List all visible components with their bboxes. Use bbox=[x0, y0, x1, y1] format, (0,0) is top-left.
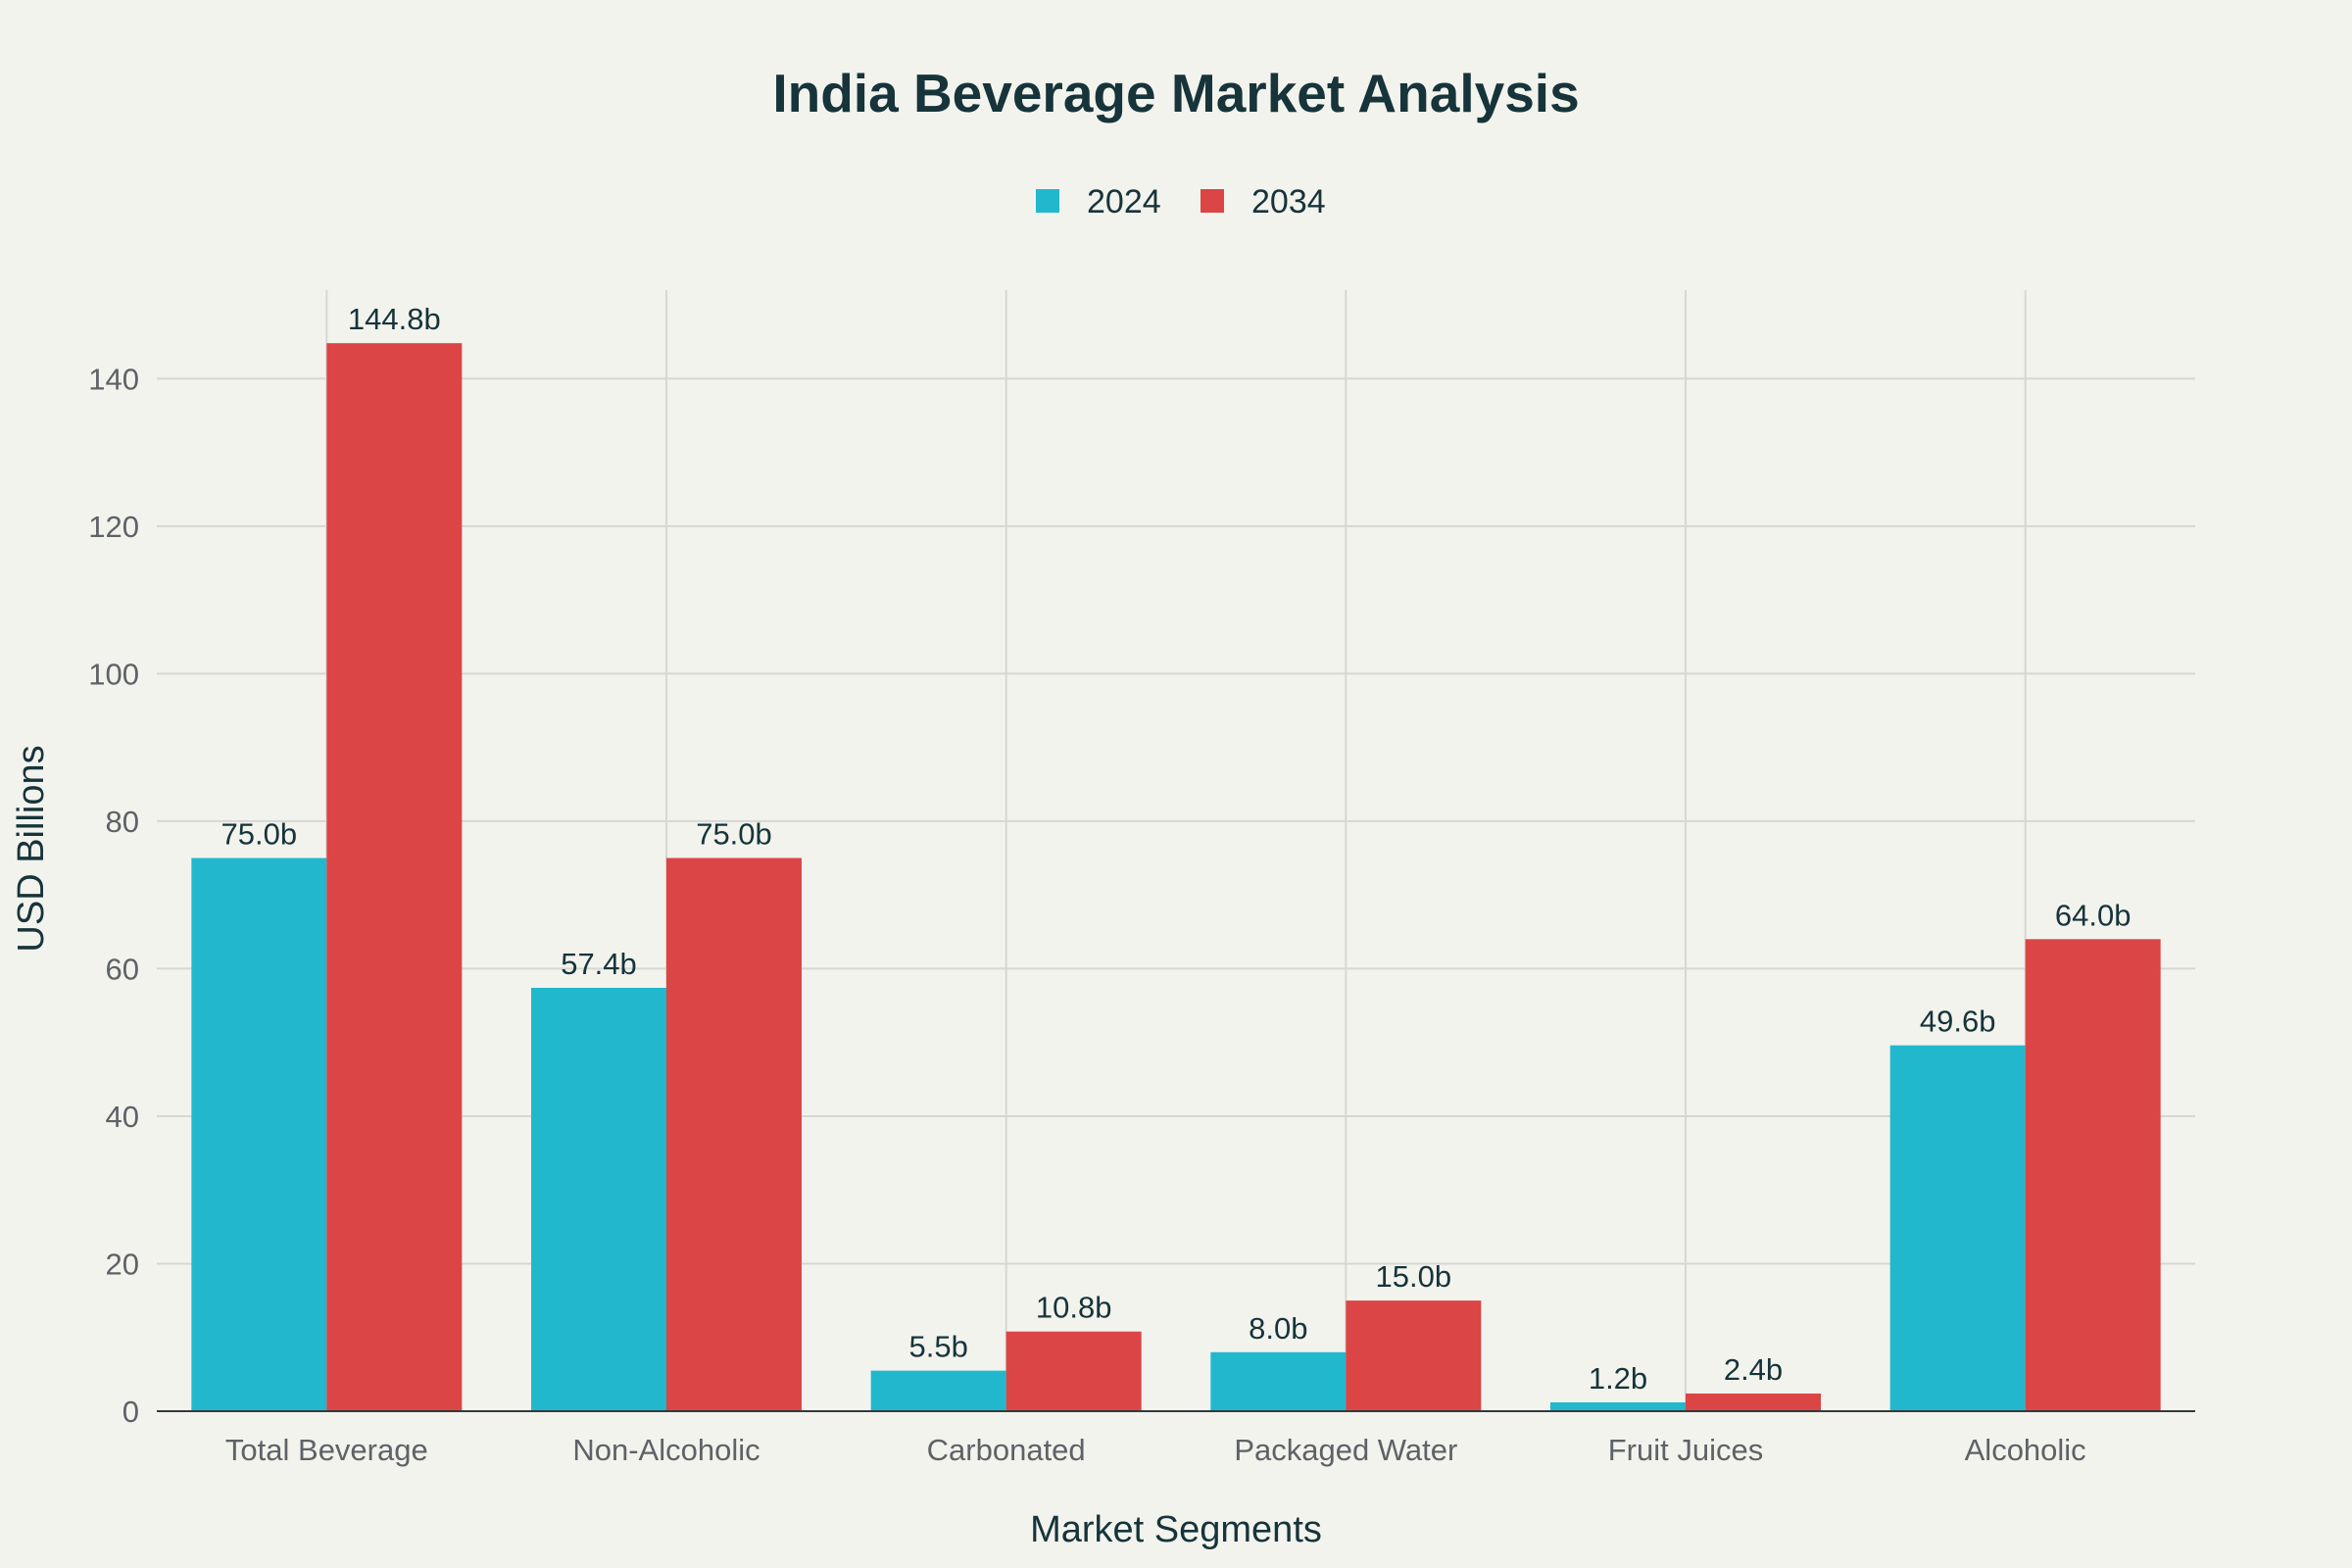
y-tick-label: 60 bbox=[106, 952, 139, 986]
y-tick-label: 0 bbox=[122, 1395, 139, 1429]
data-label: 5.5b bbox=[908, 1330, 967, 1364]
gridlines bbox=[157, 290, 2195, 1411]
data-label: 64.0b bbox=[2055, 898, 2132, 932]
y-tick-label: 40 bbox=[106, 1100, 139, 1134]
y-tick-label: 120 bbox=[88, 510, 139, 544]
data-label: 15.0b bbox=[1376, 1259, 1452, 1294]
x-tick-label: Fruit Juices bbox=[1608, 1433, 1763, 1467]
y-tick-label: 140 bbox=[88, 362, 139, 396]
bar-2024-non-alcoholic bbox=[531, 987, 666, 1411]
y-axis-title: USD Billions bbox=[11, 745, 52, 952]
bar-2034-non-alcoholic bbox=[666, 858, 802, 1411]
data-label: 144.8b bbox=[348, 302, 441, 336]
bar-2034-carbonated bbox=[1005, 1331, 1142, 1411]
bar-2034-packaged-water bbox=[1346, 1300, 1482, 1411]
bar-2024-fruit-juices bbox=[1550, 1401, 1686, 1411]
bar-2034-fruit-juices bbox=[1686, 1393, 1821, 1411]
legend-swatch-2024 bbox=[1036, 189, 1059, 213]
bar-2024-alcoholic bbox=[1889, 1045, 2026, 1411]
legend-label-2034: 2034 bbox=[1251, 183, 1326, 220]
data-label: 1.2b bbox=[1589, 1361, 1647, 1396]
data-label: 57.4b bbox=[561, 947, 637, 981]
legend-swatch-2034 bbox=[1200, 189, 1224, 213]
x-axis-title: Market Segments bbox=[1030, 1509, 1322, 1550]
bar-2024-total-beverage bbox=[191, 858, 327, 1411]
data-label: 49.6b bbox=[1920, 1004, 1996, 1039]
x-tick-label: Packaged Water bbox=[1234, 1433, 1457, 1467]
data-label: 8.0b bbox=[1249, 1311, 1307, 1346]
data-labels: 75.0b 144.8b 57.4b 75.0b 5.5b 10.8b 8.0b 15.0b 1… bbox=[221, 302, 2132, 1396]
x-axis-ticks: Total Beverage Non-Alcoholic Carbonated Pac… bbox=[225, 1433, 2086, 1467]
x-tick-label: Non-Alcoholic bbox=[572, 1433, 760, 1467]
data-label: 75.0b bbox=[696, 817, 772, 852]
data-label: 75.0b bbox=[221, 817, 298, 852]
bar-2034-total-beverage bbox=[326, 343, 463, 1412]
y-tick-label: 100 bbox=[88, 657, 139, 691]
x-tick-label: Alcoholic bbox=[1965, 1433, 2086, 1467]
data-label: 10.8b bbox=[1036, 1291, 1112, 1325]
legend-label-2024: 2024 bbox=[1087, 183, 1161, 220]
y-tick-label: 20 bbox=[106, 1247, 139, 1281]
x-tick-label: Carbonated bbox=[927, 1433, 1086, 1467]
bar-2024-packaged-water bbox=[1210, 1351, 1347, 1411]
bar-2034-alcoholic bbox=[2025, 939, 2161, 1411]
bars bbox=[191, 343, 2161, 1412]
legend: 2024 2034 bbox=[1036, 183, 1326, 220]
data-label: 2.4b bbox=[1724, 1352, 1783, 1387]
y-axis-ticks: 0 20 40 60 80 100 120 140 bbox=[88, 362, 139, 1429]
chart-title: India Beverage Market Analysis bbox=[772, 63, 1579, 123]
x-tick-label: Total Beverage bbox=[225, 1433, 428, 1467]
y-tick-label: 80 bbox=[106, 805, 139, 839]
bar-2024-carbonated bbox=[870, 1370, 1006, 1411]
